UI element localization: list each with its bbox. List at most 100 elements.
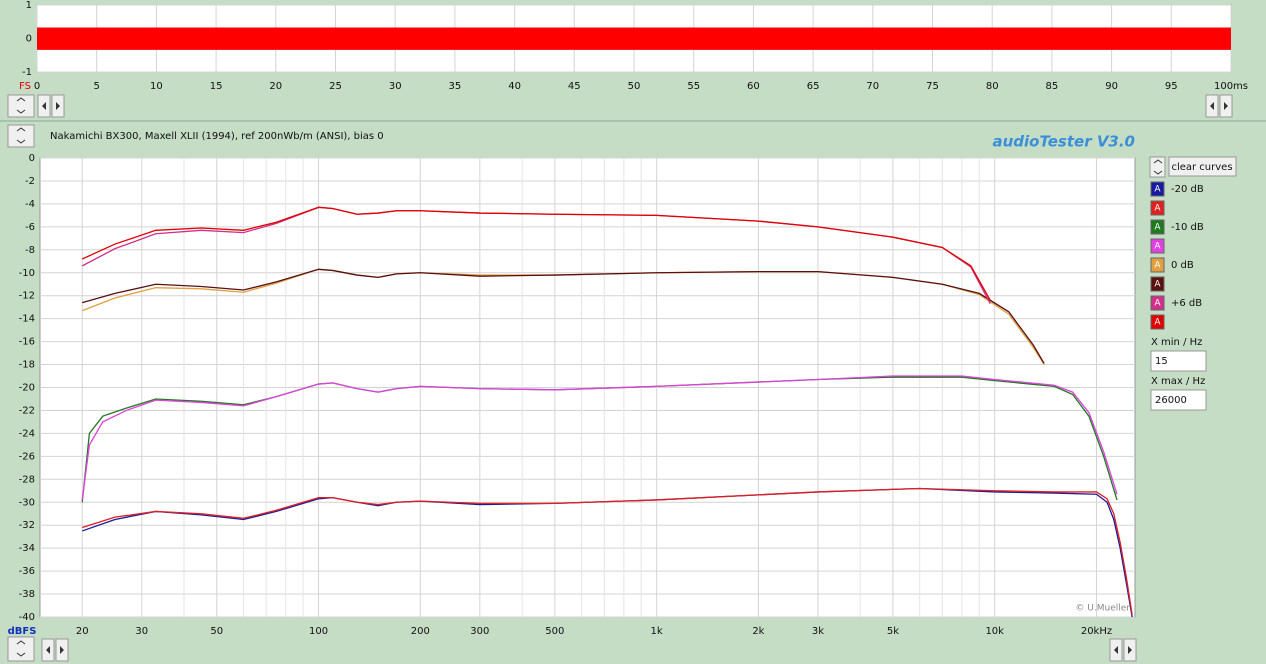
plot-content [37,27,1231,50]
x-tick-label: 95 [1165,81,1178,92]
legend-icon: A [1154,185,1161,195]
xmax-value[interactable]: 26000 [1155,395,1187,406]
legend-swatch[interactable] [1150,200,1165,216]
legend-label: -20 dB [1171,184,1204,195]
y-tick-label: -28 [19,474,35,485]
clear-button[interactable] [1168,156,1237,177]
y-tick-label: -2 [25,176,35,187]
scroll-buttons[interactable] [41,638,1137,662]
y-tick-label: -40 [19,612,35,623]
y-tick-label: -14 [19,314,35,325]
response-curve [81,206,991,301]
legend-swatch[interactable] [1150,181,1165,197]
response-curve [82,487,1133,617]
y-tick-label: -24 [19,428,35,439]
y-tick-label: -22 [19,405,35,416]
y-tick-label: 0 [26,34,32,45]
response-curve [82,268,1045,364]
response-curve [81,375,1118,501]
chart-title: Nakamichi BX300, Maxell XLII (1994), ref… [50,131,384,142]
x-tick-label: 30 [135,626,148,637]
x-tick-label: 500 [545,626,564,637]
spinner[interactable] [7,94,35,118]
app-name: audioTester V3.0 [992,133,1135,151]
x-tick-label: 30 [389,81,402,92]
y-tick-label: -16 [19,337,35,348]
x-tick-label: 65 [807,81,820,92]
x-tick-label: 15 [210,81,223,92]
legend-icon: A [1154,242,1161,252]
legend-swatch[interactable] [1150,295,1165,311]
legend-icon: A [1154,223,1161,233]
x-tick-label: 100ms [1214,81,1248,92]
legend-swatch[interactable] [1150,314,1165,330]
y-tick-label: 1 [26,0,32,11]
xmax-input[interactable] [1150,389,1207,411]
xmin-input[interactable] [1150,350,1207,372]
x-tick-label: 5k [887,626,899,637]
x-tick-label: 85 [1046,81,1059,92]
waveform [37,27,1231,50]
y-tick-label: -18 [19,360,35,371]
x-tick-label: 20kHz [1081,626,1112,637]
x-tick-label: 60 [747,81,760,92]
x-tick-label: 1k [651,626,663,637]
y-tick-label: -38 [19,589,35,600]
legend-icon: A [1154,204,1161,214]
y-tick-label: -36 [19,566,35,577]
y-tick-label: -34 [19,543,35,554]
clear-button-label[interactable]: clear curves [1171,162,1232,173]
legend-label: -10 dB [1171,222,1204,233]
response-curve [82,487,1133,615]
y-tick-label: -12 [19,291,35,302]
legend-swatch[interactable] [1150,276,1165,292]
xmax-label: X max / Hz [1151,376,1205,387]
legend-icon: A [1154,318,1161,328]
x-tick-label: 300 [470,626,489,637]
x-tick-label: 0 [34,81,40,92]
y-tick-label: -32 [19,520,35,531]
x-tick-label: 90 [1105,81,1118,92]
x-tick-label: 3k [812,626,824,637]
xmin-label: X min / Hz [1151,337,1202,348]
x-tick-label: 55 [687,81,700,92]
y-tick-label: -20 [19,383,35,394]
x-tick-label: 75 [926,81,939,92]
x-tick-label: 50 [628,81,641,92]
y-tick-label: -26 [19,451,35,462]
scroll-buttons[interactable] [37,94,1233,118]
spinner[interactable] [7,124,35,148]
x-tick-label: 45 [568,81,581,92]
x-tick-label: 25 [329,81,342,92]
spinner[interactable] [1149,156,1166,178]
legend-label: +6 dB [1171,298,1202,309]
legend-icon: A [1154,299,1161,309]
x-tick-label: 5 [94,81,100,92]
y-tick-label: 0 [29,153,35,164]
x-tick-label: 20 [76,626,89,637]
spinner[interactable] [7,636,35,662]
legend-swatch[interactable] [1150,257,1165,273]
x-tick-label: 40 [508,81,521,92]
xmin-value[interactable]: 15 [1155,356,1168,367]
y-axis-label: FS [19,81,31,92]
y-tick-label: -1 [22,67,32,78]
y-tick-label: -6 [25,222,35,233]
x-tick-label: 50 [210,626,223,637]
legend-icon: A [1154,261,1161,271]
y-tick-label: -8 [25,245,35,256]
x-tick-label: 20 [269,81,282,92]
x-tick-label: 80 [986,81,999,92]
x-tick-label: 200 [411,626,430,637]
x-tick-label: 70 [866,81,879,92]
x-tick-label: 2k [752,626,764,637]
legend-swatch[interactable] [1150,238,1165,254]
legend-swatch[interactable] [1150,219,1165,235]
plot-content [81,206,1133,617]
y-tick-label: -30 [19,497,35,508]
x-tick-label: 35 [449,81,462,92]
legend-label: 0 dB [1171,260,1194,271]
x-tick-label: 100 [309,626,328,637]
